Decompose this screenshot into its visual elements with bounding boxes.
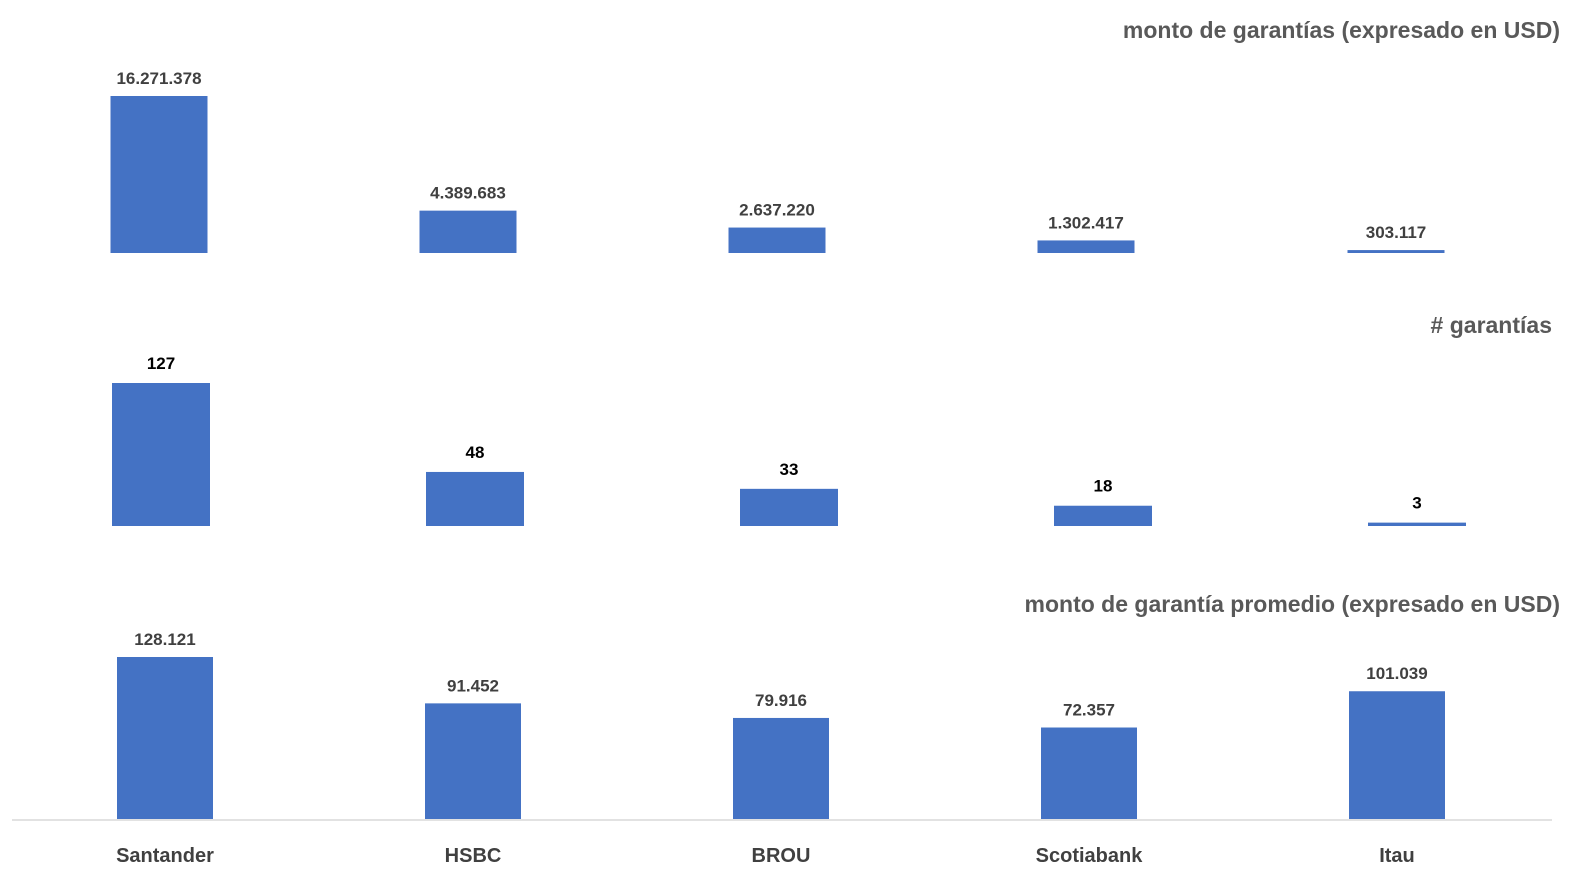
bar-hsbc — [419, 210, 517, 253]
bar-hsbc — [425, 703, 521, 819]
data-label: 91.452 — [447, 676, 499, 695]
category-tick-label: Santander — [116, 845, 214, 867]
bar-brou — [740, 488, 838, 526]
data-label: 303.117 — [1366, 223, 1427, 242]
data-label: 2.637.220 — [739, 201, 815, 220]
data-label: 16.271.378 — [116, 69, 201, 88]
bar-scotiabank — [1041, 727, 1137, 819]
data-label: 1.302.417 — [1048, 213, 1124, 232]
chart-panel-2: # garantías 127 48 33 18 3 — [112, 312, 1552, 526]
bar-itau — [1347, 250, 1445, 253]
bar-santander — [112, 383, 210, 526]
data-label: 4.389.683 — [430, 184, 506, 203]
category-tick-label: BROU — [752, 845, 811, 867]
data-label: 79.916 — [755, 691, 807, 710]
category-tick-label: Scotiabank — [1036, 845, 1144, 867]
bar-brou — [733, 717, 829, 819]
data-label: 48 — [466, 443, 485, 462]
bar-santander — [117, 657, 213, 819]
data-label: 101.039 — [1366, 664, 1427, 683]
data-label: 72.357 — [1063, 701, 1115, 720]
chart-title: # garantías — [1431, 312, 1552, 338]
chart-panel-3: monto de garantía promedio (expresado en… — [117, 591, 1560, 819]
bar-scotiabank — [1054, 505, 1152, 526]
data-label: 33 — [780, 460, 799, 479]
chart-title: monto de garantías (expresado en USD) — [1123, 17, 1560, 43]
bar-scotiabank — [1037, 240, 1135, 253]
data-label: 3 — [1412, 494, 1421, 513]
bar-hsbc — [426, 471, 524, 526]
data-label: 127 — [147, 354, 175, 373]
bar-itau — [1349, 691, 1445, 819]
data-label: 18 — [1094, 477, 1113, 496]
bar-santander — [110, 96, 208, 253]
bar-itau — [1368, 522, 1466, 526]
chart-panel-1: monto de garantías (expresado en USD) 16.… — [110, 17, 1560, 253]
category-tick-label: Itau — [1379, 845, 1415, 867]
bar-brou — [728, 227, 826, 253]
chart-title: monto de garantía promedio (expresado en… — [1025, 591, 1560, 617]
category-tick-label: HSBC — [445, 845, 502, 867]
data-label: 128.121 — [134, 630, 195, 649]
